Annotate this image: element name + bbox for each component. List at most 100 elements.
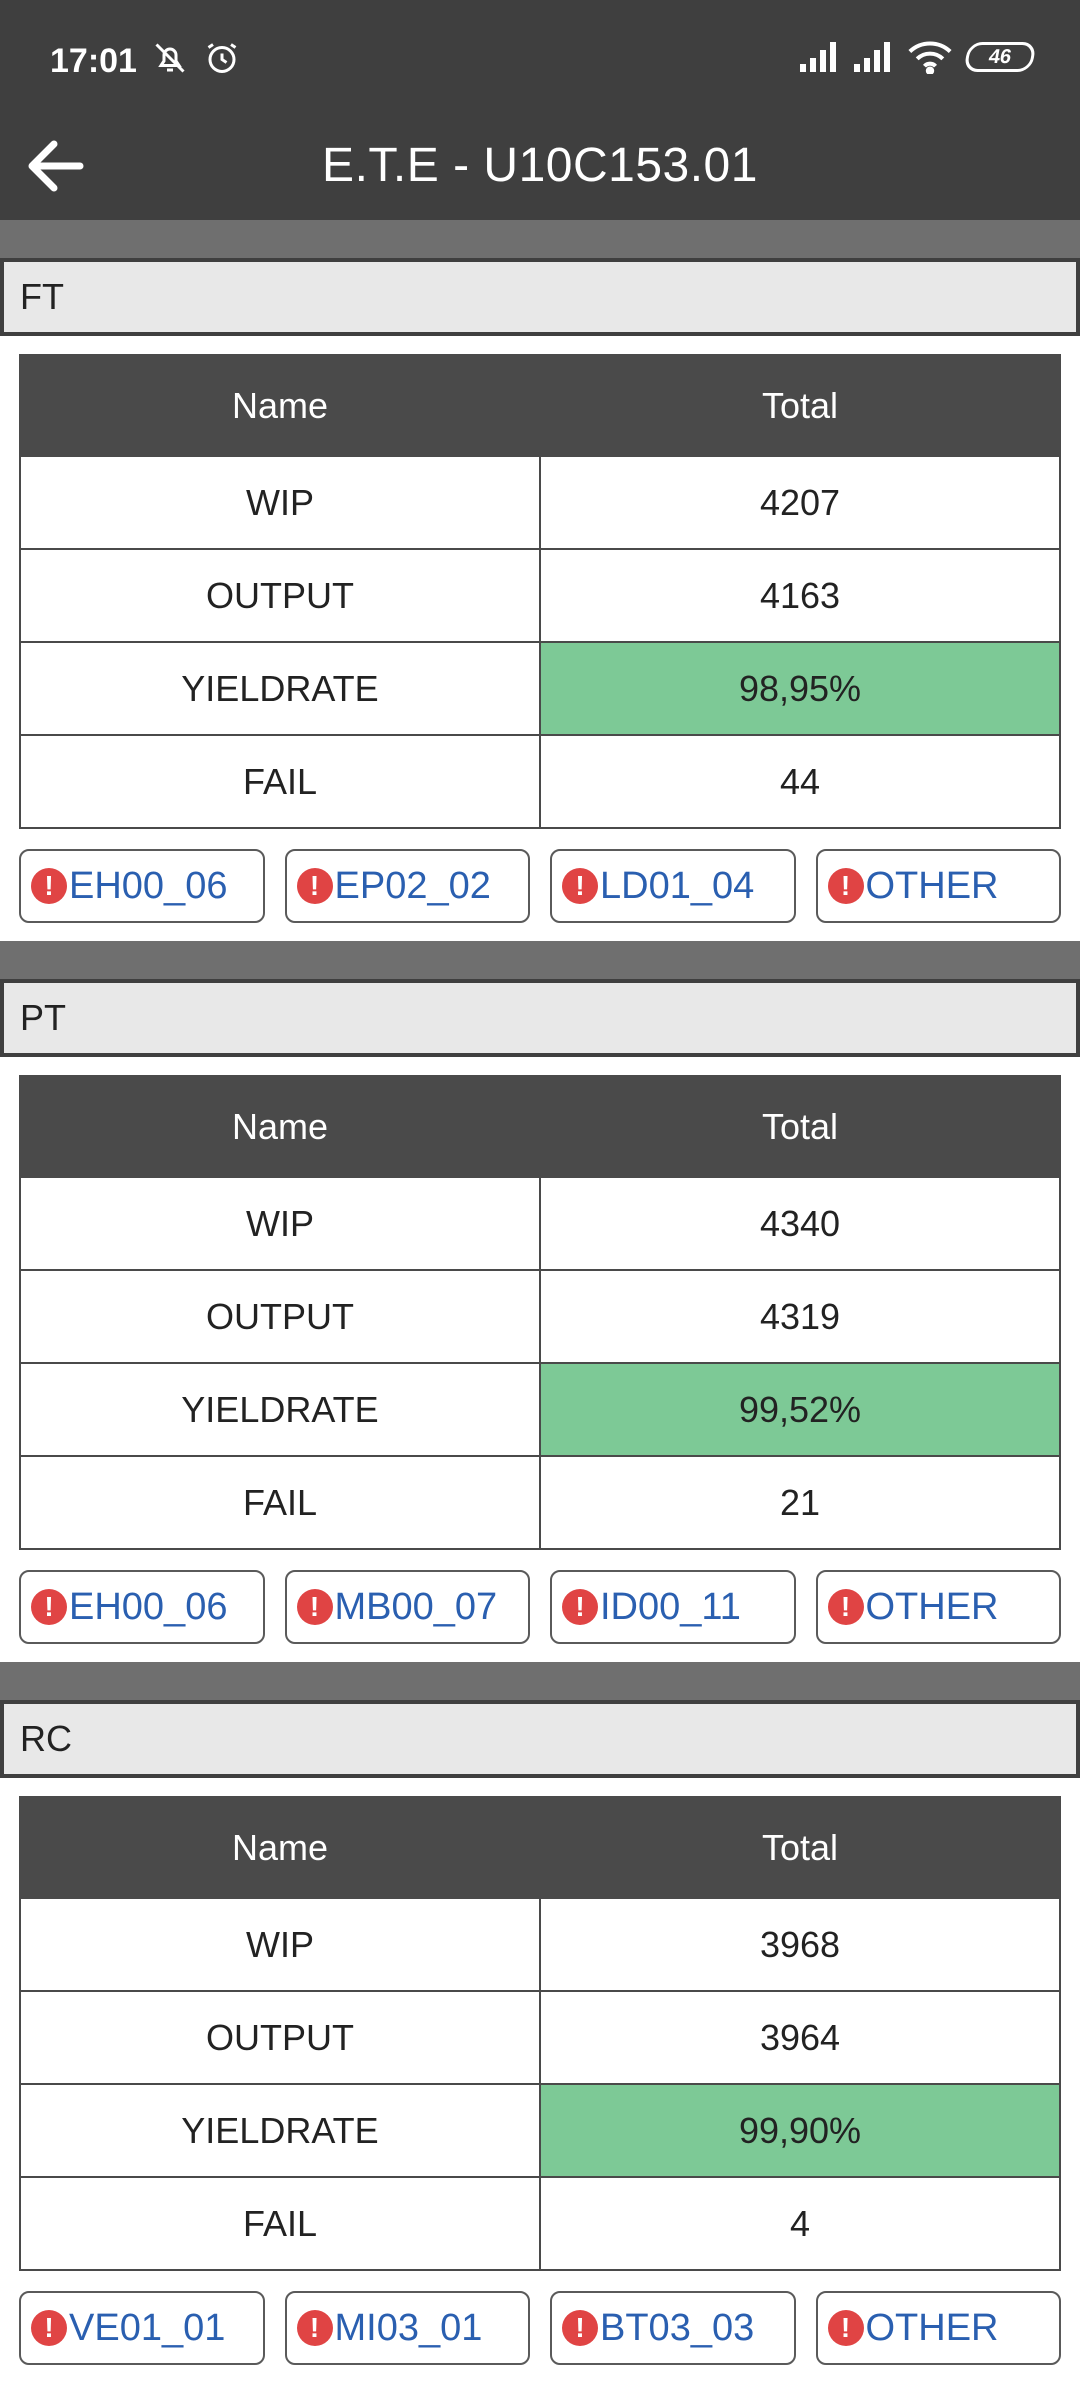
row-name: FAIL bbox=[19, 2176, 541, 2271]
exclamation-circle-icon: ! bbox=[296, 2310, 333, 2346]
chip-label: VE01_01 bbox=[69, 2306, 226, 2349]
bell-off-icon bbox=[155, 43, 185, 73]
table-row: WIP 4207 bbox=[19, 455, 1061, 550]
chip-label: OTHER bbox=[865, 2306, 999, 2349]
section-divider bbox=[0, 220, 1080, 258]
fail-code-chip[interactable]: ! VE01_01 bbox=[19, 2291, 265, 2365]
row-total: 4163 bbox=[539, 548, 1061, 643]
section-body-pt: Name Total WIP 4340 OUTPUT 4319 YIELDRAT… bbox=[0, 1057, 1080, 1644]
arrow-left-icon bbox=[28, 140, 84, 192]
fail-code-chip[interactable]: ! MI03_01 bbox=[284, 2291, 530, 2365]
wifi-icon bbox=[908, 41, 952, 74]
row-name: YIELDRATE bbox=[19, 1362, 541, 1457]
table-row: FAIL 44 bbox=[19, 734, 1061, 829]
alarm-icon bbox=[207, 43, 237, 73]
row-name: FAIL bbox=[19, 734, 541, 829]
row-total: 4319 bbox=[539, 1269, 1061, 1364]
back-button[interactable] bbox=[24, 138, 90, 194]
fail-code-chip[interactable]: ! BT03_03 bbox=[550, 2291, 796, 2365]
table-row: OUTPUT 4319 bbox=[19, 1269, 1061, 1364]
page-title: E.T.E - U10C153.01 bbox=[322, 139, 758, 192]
exclamation-circle-icon: ! bbox=[562, 868, 598, 904]
row-name: WIP bbox=[19, 1897, 541, 1992]
section-divider bbox=[0, 1662, 1080, 1700]
fail-code-chip[interactable]: ! LD01_04 bbox=[550, 849, 796, 923]
table-row: WIP 4340 bbox=[19, 1176, 1061, 1271]
column-header-name: Name bbox=[19, 354, 541, 457]
row-name: WIP bbox=[19, 1176, 541, 1271]
fail-code-chips: ! EH00_06 ! MB00_07 ! ID00_11 ! OTHER bbox=[19, 1570, 1061, 1644]
exclamation-circle-icon: ! bbox=[562, 1589, 598, 1625]
table-row: YIELDRATE 99,90% bbox=[19, 2083, 1061, 2178]
fail-code-chip-other[interactable]: ! OTHER bbox=[815, 849, 1061, 923]
section-body-rc: Name Total WIP 3968 OUTPUT 3964 YIELDRAT… bbox=[0, 1778, 1080, 2365]
stats-table-ft: Name Total WIP 4207 OUTPUT 4163 YIELDRAT… bbox=[19, 354, 1061, 829]
row-total: 3964 bbox=[539, 1990, 1061, 2085]
section-header-ft: FT bbox=[0, 258, 1080, 336]
section-body-ft: Name Total WIP 4207 OUTPUT 4163 YIELDRAT… bbox=[0, 336, 1080, 923]
row-name: YIELDRATE bbox=[19, 641, 541, 736]
column-header-total: Total bbox=[539, 354, 1061, 457]
chip-label: EH00_06 bbox=[69, 1585, 228, 1628]
chip-label: LD01_04 bbox=[600, 864, 755, 907]
exclamation-circle-icon: ! bbox=[827, 1589, 864, 1625]
table-row: OUTPUT 3964 bbox=[19, 1990, 1061, 2085]
table-row: FAIL 21 bbox=[19, 1455, 1061, 1550]
app-bar: E.T.E - U10C153.01 bbox=[0, 112, 1080, 220]
fail-code-chips: ! VE01_01 ! MI03_01 ! BT03_03 ! OTHER bbox=[19, 2291, 1061, 2365]
fail-code-chip[interactable]: ! EH00_06 bbox=[19, 1570, 265, 1644]
chip-label: MB00_07 bbox=[334, 1585, 498, 1628]
fail-code-chips: ! EH00_06 ! EP02_02 ! LD01_04 ! OTHER bbox=[19, 849, 1061, 923]
chip-label: MI03_01 bbox=[334, 2306, 483, 2349]
table-row: YIELDRATE 99,52% bbox=[19, 1362, 1061, 1457]
row-total: 4340 bbox=[539, 1176, 1061, 1271]
table-header-row: Name Total bbox=[19, 1796, 1061, 1899]
exclamation-circle-icon: ! bbox=[827, 868, 864, 904]
column-header-name: Name bbox=[19, 1075, 541, 1178]
stats-table-rc: Name Total WIP 3968 OUTPUT 3964 YIELDRAT… bbox=[19, 1796, 1061, 2271]
fail-code-chip[interactable]: ! EH00_06 bbox=[19, 849, 265, 923]
row-name: OUTPUT bbox=[19, 548, 541, 643]
signal-icon bbox=[800, 42, 836, 72]
section-divider bbox=[0, 941, 1080, 979]
row-name: YIELDRATE bbox=[19, 2083, 541, 2178]
fail-code-chip[interactable]: ! MB00_07 bbox=[284, 1570, 530, 1644]
row-name: OUTPUT bbox=[19, 1990, 541, 2085]
yieldrate-value: 99,90% bbox=[539, 2083, 1061, 2178]
status-bar: 17:01 46 bbox=[0, 0, 1080, 112]
column-header-total: Total bbox=[539, 1796, 1061, 1899]
exclamation-circle-icon: ! bbox=[31, 2310, 67, 2346]
fail-code-chip-other[interactable]: ! OTHER bbox=[815, 2291, 1061, 2365]
section-header-rc: RC bbox=[0, 1700, 1080, 1778]
fail-code-chip[interactable]: ! ID00_11 bbox=[550, 1570, 796, 1644]
row-total: 21 bbox=[539, 1455, 1061, 1550]
yieldrate-value: 99,52% bbox=[539, 1362, 1061, 1457]
exclamation-circle-icon: ! bbox=[296, 868, 333, 904]
row-total: 4207 bbox=[539, 455, 1061, 550]
row-total: 3968 bbox=[539, 1897, 1061, 1992]
stats-table-pt: Name Total WIP 4340 OUTPUT 4319 YIELDRAT… bbox=[19, 1075, 1061, 1550]
status-time: 17:01 bbox=[50, 42, 137, 80]
table-row: YIELDRATE 98,95% bbox=[19, 641, 1061, 736]
row-name: OUTPUT bbox=[19, 1269, 541, 1364]
column-header-total: Total bbox=[539, 1075, 1061, 1178]
row-name: FAIL bbox=[19, 1455, 541, 1550]
row-name: WIP bbox=[19, 455, 541, 550]
section-header-pt: PT bbox=[0, 979, 1080, 1057]
chip-label: OTHER bbox=[865, 864, 999, 907]
fail-code-chip[interactable]: ! EP02_02 bbox=[284, 849, 530, 923]
chip-label: BT03_03 bbox=[600, 2306, 755, 2349]
exclamation-circle-icon: ! bbox=[562, 2310, 598, 2346]
table-row: WIP 3968 bbox=[19, 1897, 1061, 1992]
chip-label: OTHER bbox=[865, 1585, 999, 1628]
chip-label: EH00_06 bbox=[69, 864, 228, 907]
table-header-row: Name Total bbox=[19, 354, 1061, 457]
chip-label: EP02_02 bbox=[334, 864, 491, 907]
yieldrate-value: 98,95% bbox=[539, 641, 1061, 736]
battery-indicator: 46 bbox=[963, 42, 1037, 72]
signal-icon-2 bbox=[854, 42, 890, 72]
row-total: 44 bbox=[539, 734, 1061, 829]
column-header-name: Name bbox=[19, 1796, 541, 1899]
exclamation-circle-icon: ! bbox=[31, 1589, 67, 1625]
fail-code-chip-other[interactable]: ! OTHER bbox=[815, 1570, 1061, 1644]
